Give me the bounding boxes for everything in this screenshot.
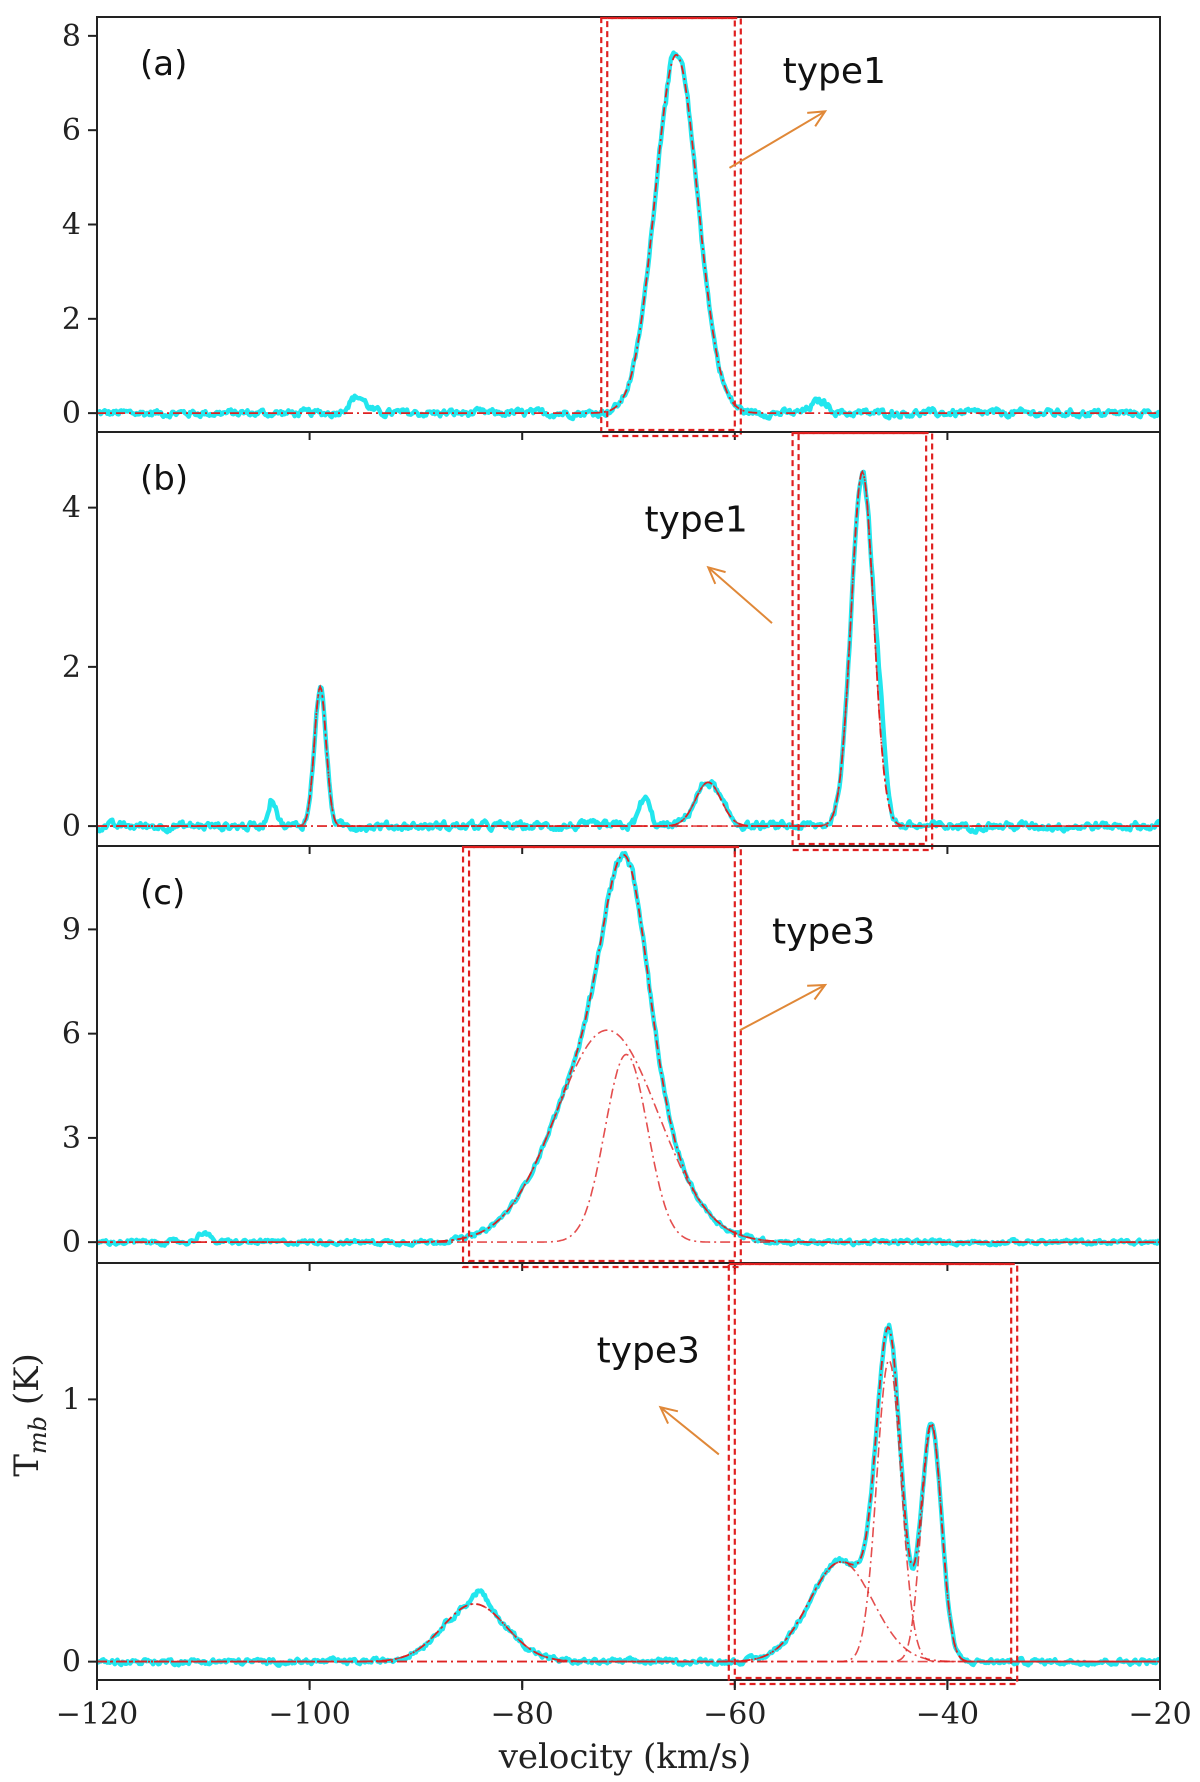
y-tick-label: 0 xyxy=(62,1645,81,1680)
gaussian-fit-total xyxy=(97,853,1160,1244)
y-axis-title-main: T xyxy=(7,1454,47,1477)
x-tick-label: −20 xyxy=(1128,1697,1191,1732)
gaussian-component-1 xyxy=(97,684,1160,827)
gaussian-component-2 xyxy=(97,1561,1160,1663)
y-axis-title: Tmb (K) xyxy=(7,1353,52,1477)
panel-3: 0 3 6 9 (c) type3 xyxy=(62,845,1161,1271)
y-tick-label: 0 xyxy=(62,1225,81,1260)
y-tick-label: 6 xyxy=(62,1017,81,1052)
y-tick-label: 6 xyxy=(62,113,81,148)
annotation-label: type3 xyxy=(597,1331,700,1372)
gaussian-fit-total xyxy=(97,469,1160,827)
selection-box xyxy=(727,1262,1019,1686)
annotation-arrowhead xyxy=(658,1405,679,1424)
gaussian-component-4 xyxy=(97,1424,1160,1663)
panel-frame xyxy=(96,16,1161,433)
y-tick-label: 8 xyxy=(62,19,81,54)
panel-2: 0 2 4 (b) type1 xyxy=(62,431,1161,854)
y-tick-label: 9 xyxy=(62,912,81,947)
y-tick-label: 2 xyxy=(62,650,81,685)
x-tick-label: −80 xyxy=(491,1697,554,1732)
annotation-arrow xyxy=(739,984,826,1032)
annotation-arrowhead xyxy=(807,983,828,1001)
selection-box xyxy=(791,431,934,852)
selection-box xyxy=(467,845,736,1263)
gaussian-component-1 xyxy=(97,1603,1160,1663)
observed-spectrum-line xyxy=(97,469,1160,835)
gaussian-component-2 xyxy=(97,781,1160,827)
y-tick-label: 1 xyxy=(62,1382,81,1417)
selection-box xyxy=(461,845,742,1269)
annotation-arrow xyxy=(707,566,773,624)
annotation-label: type1 xyxy=(783,51,886,92)
y-tick-label: 4 xyxy=(62,208,81,243)
y-axis-title-sub: mb xyxy=(24,1416,52,1454)
x-axis: −120 −100 −80 −60 −40 −20 xyxy=(56,1680,1192,1732)
y-tick-label: 4 xyxy=(62,491,81,526)
x-tick-label: −40 xyxy=(916,1697,979,1732)
observed-spectrum-line xyxy=(97,850,1160,1248)
annotation-label: type1 xyxy=(644,500,747,541)
y-tick-label: 0 xyxy=(62,396,81,431)
selection-box xyxy=(606,16,736,432)
annotation-label: type3 xyxy=(772,911,875,952)
panel-label: (b) xyxy=(140,459,188,499)
gaussian-component-2 xyxy=(97,1053,1160,1243)
annotation-arrow xyxy=(659,1406,720,1456)
panel-frame xyxy=(96,1262,1161,1681)
y-tick-label: 2 xyxy=(62,302,81,337)
gaussian-component-3 xyxy=(97,1358,1160,1663)
panel-1: 0 2 4 6 8 (a) type1 xyxy=(62,16,1161,440)
gaussian-component-3 xyxy=(97,470,1160,827)
gaussian-component-1 xyxy=(97,1029,1160,1243)
observed-spectrum-line xyxy=(97,1322,1160,1668)
panel-plot-area xyxy=(97,1322,1160,1668)
y-tick-label: 0 xyxy=(62,809,81,844)
annotation-arrowhead xyxy=(706,565,726,585)
observed-spectrum-line xyxy=(97,50,1160,422)
panel-frame xyxy=(96,431,1161,847)
panel-plot-area xyxy=(97,50,1160,422)
gaussian-fit-total xyxy=(97,53,1160,414)
x-axis-title: velocity (km/s) xyxy=(498,1737,752,1777)
panels-group: 0 2 4 6 8 (a) type1 0 2 4 (b) type1 0 3 6 9 (c) type3 0 1 ty… xyxy=(62,16,1161,1688)
y-tick-label: 3 xyxy=(62,1121,81,1156)
panel-plot-area xyxy=(97,850,1160,1248)
gaussian-fit-total xyxy=(97,1325,1160,1663)
x-tick-label: −100 xyxy=(268,1697,350,1732)
panel-label: (c) xyxy=(140,873,185,913)
x-tick-label: −120 xyxy=(56,1697,138,1732)
panel-label: (a) xyxy=(140,44,187,84)
annotation-arrow xyxy=(728,110,826,169)
panel-4: 0 1 type3 xyxy=(62,1262,1161,1688)
annotation-arrowhead xyxy=(807,110,828,127)
selection-box xyxy=(797,431,928,846)
panel-plot-area xyxy=(97,469,1160,835)
x-tick-label: −60 xyxy=(703,1697,766,1732)
y-axis-title-unit: (K) xyxy=(7,1353,47,1416)
selection-box xyxy=(733,1262,1013,1680)
